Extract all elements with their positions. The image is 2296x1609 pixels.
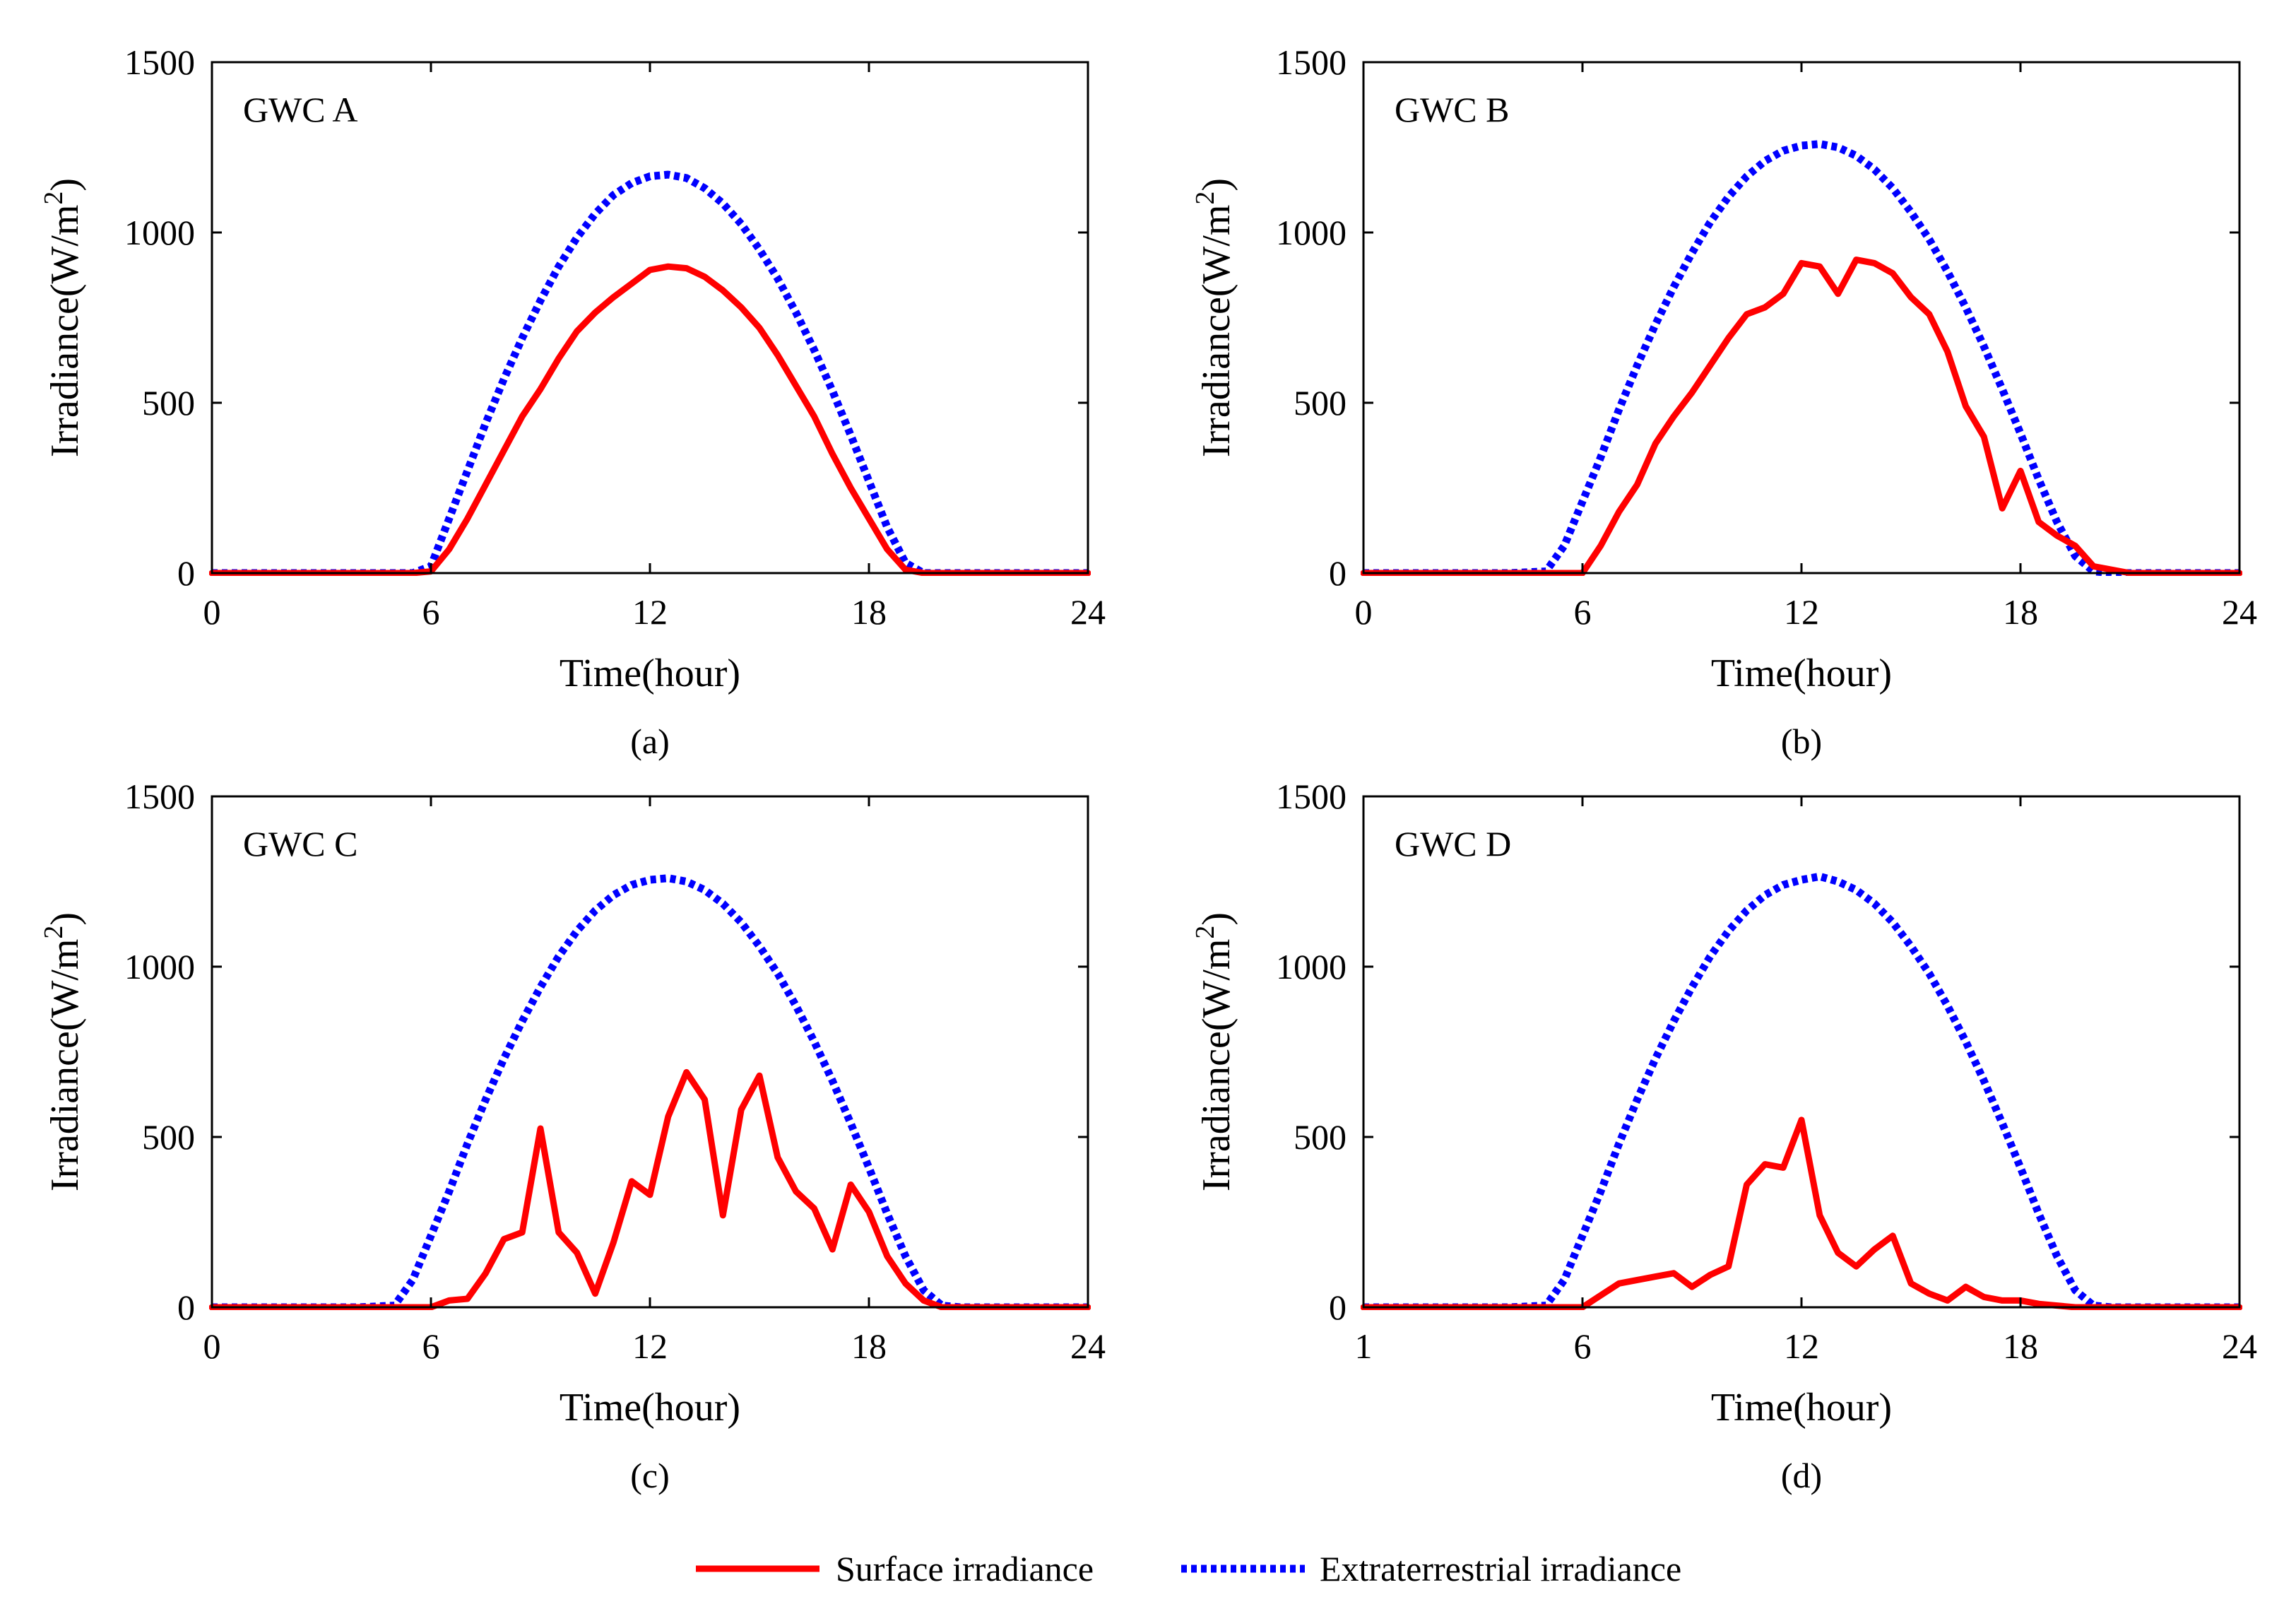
x-tick-label: 12: [1784, 592, 1819, 632]
x-tick-label: 12: [632, 1326, 668, 1366]
y-axis-label: Irradiance(W/m2): [39, 178, 87, 457]
legend-label: Extraterrestrial irradiance: [1320, 1549, 1681, 1589]
chart-panel: 0 6 12 18 24 0 500 1000 1500 GWC C Time(hour) Irrad…: [39, 777, 1106, 1495]
panel-caption: (d): [1781, 1456, 1822, 1495]
chart-panel: 1 6 12 18 24 0 500 1000 1500 GWC D Time(hour) Irrad…: [1190, 777, 2257, 1495]
chart-panel: 0 6 12 18 24 0 500 1000 1500 GWC A Time(hour) Irrad…: [39, 42, 1106, 761]
y-tick-label: 500: [1294, 1117, 1347, 1157]
x-tick-label: 0: [1355, 592, 1373, 632]
x-axis-label: Time(hour): [560, 1386, 740, 1430]
y-tick-label: 1000: [124, 213, 195, 252]
x-tick-label: 24: [1070, 1326, 1106, 1366]
panel-label: GWC B: [1395, 90, 1510, 129]
x-tick-label: 24: [1070, 592, 1106, 632]
y-axis-label: Irradiance(W/m2): [1190, 178, 1238, 457]
x-axis-label: Time(hour): [1711, 652, 1892, 695]
x-tick-label: 24: [2222, 592, 2257, 632]
legend: Surface irradiance Extraterrestrial irrad…: [696, 1549, 1681, 1589]
x-tick-label: 6: [422, 592, 440, 632]
y-axis-label: Irradiance(W/m2): [39, 912, 87, 1191]
y-tick-label: 1000: [124, 947, 195, 986]
y-tick-label: 500: [142, 383, 195, 423]
x-tick-label: 6: [422, 1326, 440, 1366]
y-axis-label: Irradiance(W/m2): [1190, 912, 1238, 1191]
y-tick-label: 1500: [124, 777, 195, 816]
chart-panel: 0 6 12 18 24 0 500 1000 1500 GWC B Time(hour) Irrad…: [1190, 42, 2257, 761]
panel-caption: (a): [630, 721, 670, 761]
panel-caption: (b): [1781, 721, 1822, 761]
x-tick-label: 18: [851, 1326, 887, 1366]
panel-label: GWC A: [243, 90, 358, 129]
y-tick-label: 500: [1294, 383, 1347, 423]
x-tick-label: 0: [203, 592, 221, 632]
x-axis-label: Time(hour): [560, 652, 740, 695]
x-tick-label: 18: [2003, 592, 2038, 632]
x-tick-label: 6: [1574, 592, 1592, 632]
x-tick-label: 6: [1574, 1326, 1592, 1366]
y-tick-label: 1000: [1276, 213, 1347, 252]
x-tick-label: 0: [203, 1326, 221, 1366]
x-tick-label: 18: [851, 592, 887, 632]
x-tick-label: 12: [632, 592, 668, 632]
legend-label: Surface irradiance: [836, 1549, 1094, 1589]
x-tick-label: 1: [1355, 1326, 1373, 1366]
panel-caption: (c): [630, 1456, 670, 1495]
y-tick-label: 1500: [1276, 777, 1347, 816]
x-tick-label: 24: [2222, 1326, 2257, 1366]
y-tick-label: 0: [1329, 553, 1347, 593]
x-tick-label: 18: [2003, 1326, 2038, 1366]
x-tick-label: 12: [1784, 1326, 1819, 1366]
y-tick-label: 1000: [1276, 947, 1347, 986]
y-tick-label: 1500: [1276, 42, 1347, 82]
y-tick-label: 500: [142, 1117, 195, 1157]
y-tick-label: 0: [1329, 1287, 1347, 1327]
y-tick-label: 0: [177, 1287, 195, 1327]
y-tick-label: 0: [177, 553, 195, 593]
panel-label: GWC D: [1395, 824, 1511, 864]
x-axis-label: Time(hour): [1711, 1386, 1892, 1430]
y-tick-label: 1500: [124, 42, 195, 82]
panel-label: GWC C: [243, 824, 358, 864]
